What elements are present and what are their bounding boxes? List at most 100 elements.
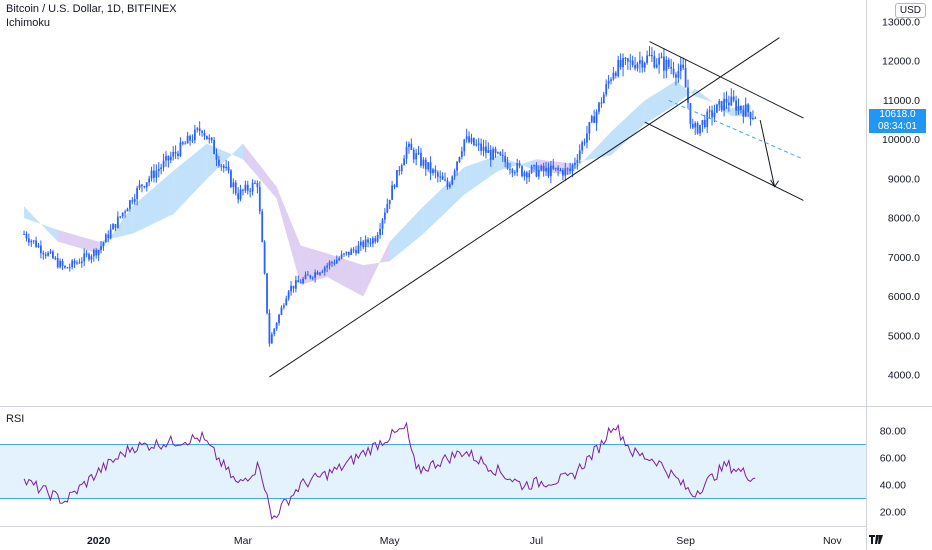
candle-body (460, 151, 463, 158)
bar-countdown-label: 08:34:01 (869, 121, 926, 134)
candle-body (424, 159, 427, 170)
rsi-pane (0, 421, 866, 520)
candle-body (465, 136, 468, 140)
candle-body (129, 200, 131, 209)
candle-body (434, 169, 437, 173)
currency-button[interactable]: USD (894, 3, 926, 18)
candle-body (314, 272, 317, 278)
candle-body (160, 167, 163, 170)
candle-body (68, 267, 71, 269)
indicator-label[interactable]: Ichimoku (6, 17, 51, 29)
candle-body (326, 265, 329, 268)
candle-body (629, 60, 632, 62)
cloud-segment (363, 241, 390, 297)
candle-body (453, 170, 456, 177)
candle-body (487, 149, 490, 153)
candle-body (420, 152, 422, 166)
candle-body (497, 152, 499, 154)
candle-body (494, 148, 497, 153)
cloud-segment (570, 131, 612, 175)
candle-body (347, 251, 350, 255)
time-tick-label: 2020 (87, 535, 111, 547)
candle-body (501, 155, 504, 157)
candle-body (157, 169, 160, 171)
candle-body (593, 116, 596, 123)
candle-body (162, 160, 165, 168)
candle-body (583, 142, 586, 144)
candle-body (489, 149, 492, 160)
candle-body (744, 104, 747, 117)
candle-body (23, 233, 25, 235)
candle-body (504, 155, 507, 163)
candle-body (480, 143, 483, 151)
candle-body (343, 253, 345, 255)
candle-body (30, 240, 33, 243)
candle-body (393, 185, 396, 188)
candle-body (352, 249, 355, 251)
time-tick-label: Mar (234, 535, 253, 547)
candle-body (148, 178, 151, 183)
candle-body (694, 123, 697, 128)
candle-body (528, 172, 531, 178)
candle-body (88, 254, 90, 260)
drawing-tools[interactable] (0, 37, 866, 378)
candle-body (605, 83, 608, 95)
candle-body (213, 140, 215, 155)
candle-body (658, 57, 661, 65)
candle-body (403, 158, 406, 166)
symbol-title[interactable]: Bitcoin / U.S. Dollar, 1D, BITFINEX (6, 3, 177, 15)
candle-body (586, 133, 588, 143)
candle-body (261, 211, 264, 242)
candle-body (239, 189, 242, 200)
candle-body (624, 58, 627, 60)
candle-body (249, 190, 252, 192)
price-tick-label: 8000.0 (888, 213, 920, 225)
candle-body (643, 62, 646, 68)
candle-body (641, 60, 644, 68)
candle-body (477, 143, 480, 145)
candle-body (554, 167, 557, 169)
cloud-segment (276, 186, 301, 285)
candle-body (537, 170, 540, 177)
candle-body (506, 162, 509, 169)
candle-body (691, 123, 694, 128)
candle-body (76, 262, 78, 264)
candle-body (333, 262, 336, 264)
candle-body (463, 139, 466, 152)
candle-body (355, 250, 357, 254)
candle-body (230, 170, 232, 188)
candle-body (557, 167, 559, 171)
candle-body (574, 162, 576, 165)
candle-body (97, 250, 100, 256)
candle-body (595, 111, 598, 123)
rsi-label[interactable]: RSI (6, 413, 25, 425)
candle-body (292, 285, 295, 289)
candle-body (383, 212, 386, 220)
candle-body (547, 167, 550, 177)
candle-body (687, 87, 689, 104)
candle-body (369, 242, 372, 244)
candle-body (309, 275, 312, 278)
candle-body (545, 167, 547, 171)
candle-body (179, 142, 182, 156)
candle-body (350, 249, 353, 255)
candle-body (706, 111, 709, 127)
candle-body (220, 165, 223, 167)
price-tick-label: 9000.0 (888, 173, 920, 185)
candle-body (83, 253, 86, 262)
candle-body (242, 189, 244, 191)
candle-body (232, 182, 235, 188)
candle-body (52, 251, 54, 259)
candle-body (730, 96, 733, 106)
rsi-line (23, 421, 756, 520)
candle-body (735, 100, 737, 111)
trendline (649, 41, 804, 119)
candle-body (138, 184, 141, 189)
candle-body (124, 211, 126, 213)
candle-body (278, 314, 280, 324)
candle-body (78, 262, 81, 264)
candle-body (222, 165, 225, 169)
candle-body (218, 159, 220, 166)
